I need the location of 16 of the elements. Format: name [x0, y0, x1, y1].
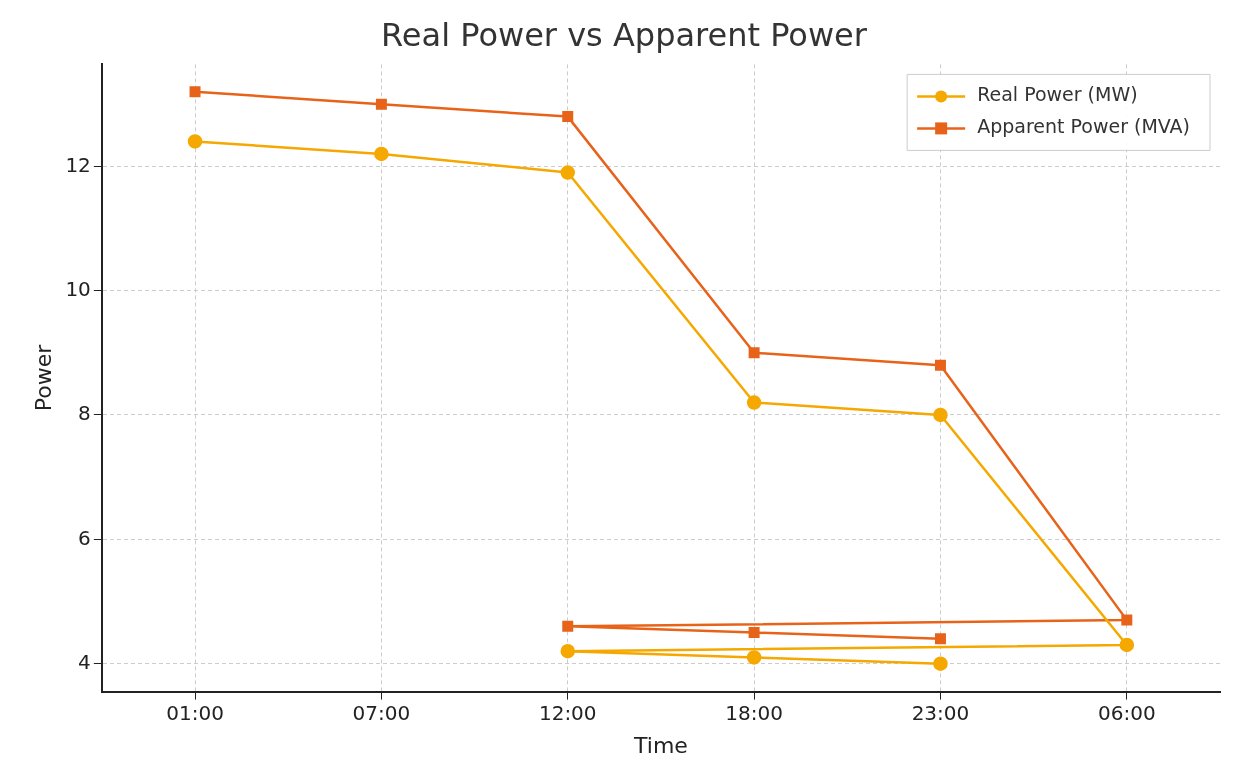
y-tick-label: 10 — [65, 276, 91, 301]
x-tick-label: 12:00 — [538, 700, 597, 725]
x-axis-title: Time — [633, 732, 688, 758]
y-tick-label: 12 — [65, 152, 91, 177]
y-tick-label: 6 — [78, 525, 91, 550]
x-tick-label: 07:00 — [352, 700, 411, 725]
y-axis-title: Power — [30, 343, 56, 412]
y-tick-label: 4 — [78, 649, 91, 674]
x-tick-label: 01:00 — [166, 700, 224, 725]
x-tick-label: 23:00 — [911, 700, 970, 725]
legend-label: Apparent Power (MVA) — [977, 115, 1190, 138]
x-tick-label: 18:00 — [725, 700, 783, 725]
y-tick-label: 8 — [78, 401, 91, 426]
x-tick-label: 06:00 — [1098, 700, 1156, 725]
chart-title: Real Power vs Apparent Power — [381, 15, 868, 54]
legend-label: Real Power (MW) — [977, 83, 1138, 106]
